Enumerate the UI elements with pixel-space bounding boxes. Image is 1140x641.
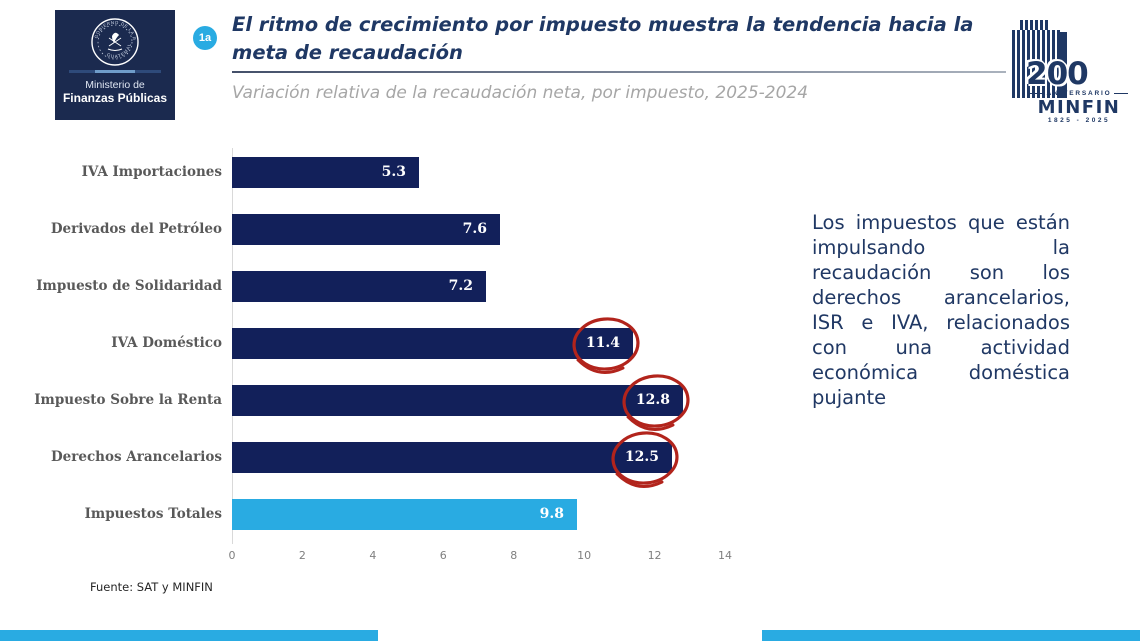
anniversary-rule-left: [1030, 93, 1044, 94]
bar-value-label: 7.2: [448, 278, 473, 294]
slide-title-line2: meta de recaudación: [232, 41, 463, 64]
minfin-building-icon: [1012, 20, 1068, 98]
category-label: Derivados del Petróleo: [50, 221, 222, 237]
building-tower: [1012, 30, 1060, 98]
insight-text: Los impuestos que están impulsando la re…: [812, 211, 1070, 409]
anniversary-word: ANIVERSARIO: [1046, 90, 1112, 97]
logo-divider: [69, 70, 161, 73]
x-axis-tick-label: 6: [439, 549, 447, 562]
bar-value-label: 11.4: [585, 335, 620, 351]
bar: 7.6: [232, 214, 500, 245]
slide-title-line1: El ritmo de crecimiento por impuesto mue…: [232, 13, 974, 36]
bar-value-label: 12.8: [635, 392, 670, 408]
red-circle-annotation: [572, 317, 640, 374]
ministry-logo-line1: Ministerio de: [85, 79, 145, 91]
bar-value-label: 5.3: [381, 164, 406, 180]
ministry-logo: GOBIERNO DE LA REPÚBLICA GUATEMALA Minis…: [55, 10, 175, 120]
bar: 11.4: [232, 317, 640, 374]
bar-value-label: 12.5: [624, 449, 659, 465]
bar: 12.5: [232, 431, 679, 488]
x-axis-tick-label: 0: [228, 549, 236, 562]
x-axis-tick-label: 10: [577, 549, 592, 562]
anniversary-rule-right: [1114, 93, 1129, 94]
x-axis-tick-label: 4: [369, 549, 377, 562]
bar: 12.8: [232, 374, 690, 431]
category-label: Impuesto de Solidaridad: [36, 278, 222, 294]
source-note: Fuente: SAT y MINFIN: [90, 580, 213, 594]
bar: 9.8: [232, 499, 577, 530]
x-axis-tick-label: 14: [718, 549, 732, 562]
minfin-wordmark: MINFIN: [1037, 97, 1121, 118]
slide-subtitle: Variación relativa de la recaudación net…: [232, 83, 809, 103]
minfin-200-logo: 200 ANIVERSARIO MINFIN 1825 - 2025: [1002, 18, 1132, 126]
anniversary-years: 1825 - 2025: [1047, 117, 1111, 124]
x-axis-tick-label: 8: [510, 549, 518, 562]
category-label: Impuestos Totales: [84, 506, 222, 522]
bar: 7.2: [232, 271, 486, 302]
building-side: [1060, 32, 1067, 98]
bar: 5.3: [232, 157, 419, 188]
category-label: Impuesto Sobre la Renta: [34, 392, 222, 408]
category-label: IVA Doméstico: [111, 335, 222, 351]
anniversary-word-row: ANIVERSARIO: [1030, 90, 1129, 97]
category-label: IVA Importaciones: [81, 164, 222, 180]
bar-chart: IVA Importaciones 5.3 Derivados del Petról…: [0, 148, 760, 587]
category-label: Derechos Arancelarios: [50, 449, 222, 465]
guatemala-coat-of-arms-icon: GOBIERNO DE LA REPÚBLICA GUATEMALA: [89, 16, 139, 66]
ministry-logo-line2: Finanzas Públicas: [62, 91, 168, 105]
bar-value-label: 7.6: [462, 221, 487, 237]
title-underline: [232, 71, 1006, 73]
bar-value-label: 9.8: [539, 506, 564, 522]
anniversary-200: 200: [1026, 56, 1089, 92]
red-circle-annotation: [622, 374, 690, 431]
footer-stripe-right: [762, 630, 1140, 641]
x-axis-tick-label: 2: [298, 549, 306, 562]
x-axis-tick-label: 12: [647, 549, 662, 562]
red-circle-annotation: [611, 431, 679, 488]
slide-title: El ritmo de crecimiento por impuesto mue…: [232, 11, 1012, 67]
slide-number-badge: 1a: [193, 26, 217, 50]
building-top-step: [1020, 20, 1050, 32]
footer-stripe-left: [0, 630, 378, 641]
